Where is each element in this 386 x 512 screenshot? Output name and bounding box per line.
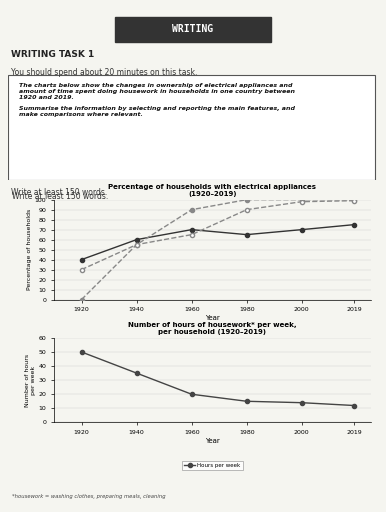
- Vacuum cleaner: [190, 231, 194, 238]
- Hours per week: [352, 402, 356, 409]
- Refrigerator: [190, 206, 194, 213]
- Legend: Hours per week: Hours per week: [182, 461, 243, 471]
- Vacuum cleaner: [244, 206, 249, 213]
- Line: Washing machine: Washing machine: [80, 223, 356, 262]
- Refrigerator: [244, 197, 249, 203]
- Line: Vacuum cleaner: Vacuum cleaner: [80, 199, 356, 272]
- Washing machine: [352, 222, 356, 228]
- Text: *housework = washing clothes, preparing meals, cleaning: *housework = washing clothes, preparing …: [12, 494, 165, 499]
- Vacuum cleaner: [134, 242, 139, 248]
- FancyBboxPatch shape: [115, 17, 271, 42]
- X-axis label: Year: Year: [205, 315, 220, 321]
- Hours per week: [300, 399, 304, 406]
- Refrigerator: [79, 296, 84, 303]
- Y-axis label: Number of hours
per week: Number of hours per week: [25, 354, 36, 407]
- Washing machine: [134, 237, 139, 243]
- Washing machine: [300, 226, 304, 232]
- Y-axis label: Percentage of households: Percentage of households: [27, 209, 32, 290]
- Title: Percentage of households with electrical appliances
(1920–2019): Percentage of households with electrical…: [108, 183, 316, 197]
- Line: Hours per week: Hours per week: [80, 350, 356, 408]
- Vacuum cleaner: [79, 266, 84, 272]
- Refrigerator: [352, 197, 356, 203]
- Title: Number of hours of housework* per week,
per household (1920–2019): Number of hours of housework* per week, …: [128, 322, 296, 335]
- Text: WRITING: WRITING: [173, 25, 213, 34]
- Hours per week: [244, 398, 249, 404]
- Text: The charts below show the changes in ownership of electrical appliances and
amou: The charts below show the changes in own…: [19, 83, 295, 117]
- X-axis label: Year: Year: [205, 438, 220, 444]
- Hours per week: [79, 349, 84, 355]
- Line: Refrigerator: Refrigerator: [80, 198, 356, 302]
- Washing machine: [190, 226, 194, 232]
- Text: You should spend about 20 minutes on this task.: You should spend about 20 minutes on thi…: [12, 68, 198, 77]
- Refrigerator: [134, 242, 139, 248]
- Vacuum cleaner: [300, 199, 304, 205]
- Washing machine: [79, 257, 84, 263]
- Washing machine: [244, 231, 249, 238]
- Legend: Washing machine, Refrigerator, Vacuum cleaner: Washing machine, Refrigerator, Vacuum cl…: [122, 339, 302, 349]
- FancyBboxPatch shape: [8, 75, 374, 180]
- Text: WRITING TASK 1: WRITING TASK 1: [12, 50, 95, 59]
- Hours per week: [190, 391, 194, 397]
- Hours per week: [134, 370, 139, 376]
- Refrigerator: [300, 197, 304, 203]
- Text: Write at least 150 words.: Write at least 150 words.: [12, 188, 108, 197]
- Vacuum cleaner: [352, 198, 356, 204]
- Text: Write at least 150 words.: Write at least 150 words.: [12, 192, 108, 201]
